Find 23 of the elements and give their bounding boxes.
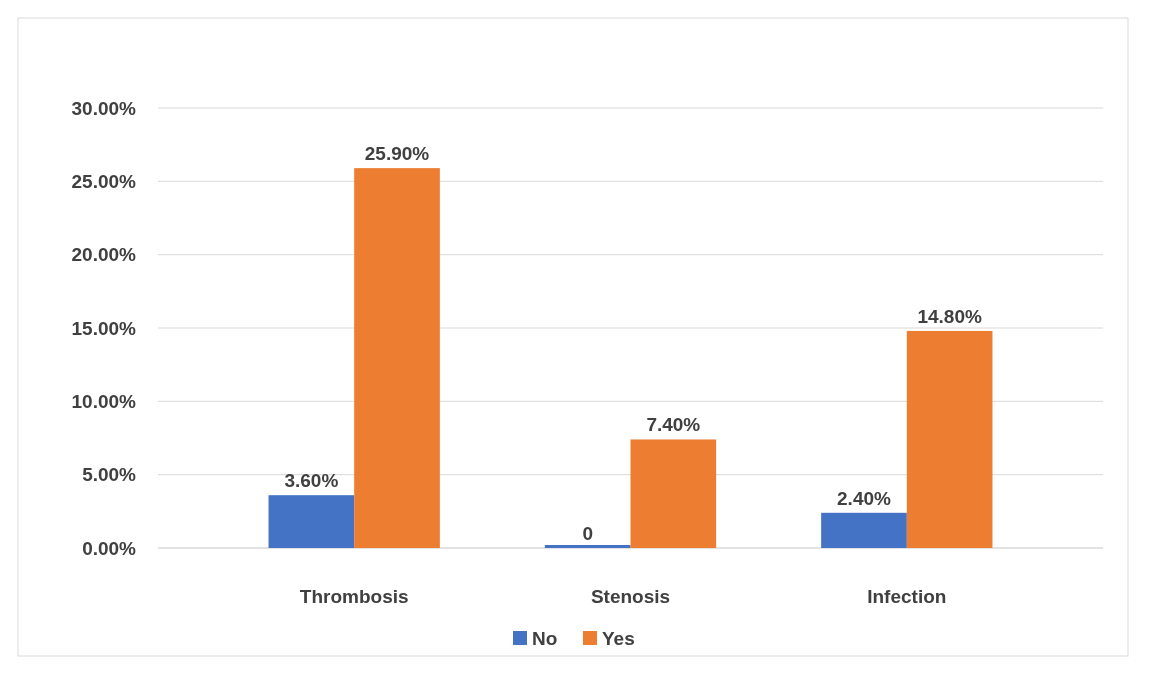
legend-label: Yes [602, 627, 635, 649]
bar [906, 330, 993, 548]
bar [268, 495, 355, 548]
y-tick-label: 5.00% [82, 464, 137, 486]
data-label: 0 [582, 523, 593, 544]
bar [630, 439, 717, 548]
data-label: 14.80% [917, 305, 982, 327]
y-tick-label: 10.00% [71, 390, 137, 412]
x-tick-label: Infection [867, 586, 947, 607]
data-label: 3.60% [284, 470, 339, 492]
y-tick-label: 0.00% [82, 537, 137, 559]
y-tick-label: 30.00% [71, 97, 137, 119]
data-label: 7.40% [646, 414, 701, 436]
x-tick-label: Thrombosis [299, 586, 409, 607]
bar [821, 512, 907, 548]
x-tick-label: Stenosis [590, 586, 671, 607]
y-tick-label: 15.00% [71, 317, 137, 339]
y-tick-label: 25.00% [71, 170, 137, 192]
data-label: 2.40% [837, 487, 892, 509]
bar [354, 168, 440, 548]
data-label: 25.90% [364, 143, 430, 165]
legend-label: No [532, 627, 558, 649]
y-tick-label: 20.00% [71, 244, 137, 266]
